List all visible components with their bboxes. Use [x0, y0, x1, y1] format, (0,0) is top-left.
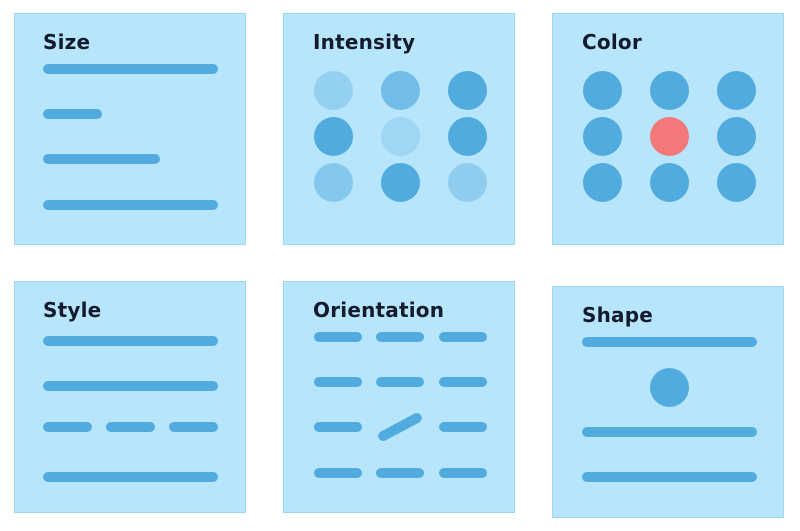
- orientation-dash: [439, 377, 487, 387]
- style-line-solid: [43, 336, 218, 346]
- intensity-dot: [381, 117, 420, 156]
- shape-line: [582, 427, 757, 437]
- intensity-dot: [381, 71, 420, 110]
- orientation-dash: [314, 468, 362, 478]
- orientation-panel: Orientation: [283, 281, 515, 513]
- color-dot: [717, 117, 756, 156]
- orientation-dash: [376, 468, 424, 478]
- shape-line: [582, 472, 757, 482]
- orientation-dash: [314, 422, 362, 432]
- style-panel: Style: [14, 281, 246, 513]
- intensity-dot: [314, 163, 353, 202]
- style-line-solid: [43, 472, 218, 482]
- orientation-dash: [314, 332, 362, 342]
- orientation-dash: [314, 377, 362, 387]
- shape-panel: Shape: [552, 286, 784, 518]
- orientation-dash-rotated: [376, 411, 424, 443]
- style-title: Style: [43, 298, 102, 322]
- orientation-title: Orientation: [313, 298, 445, 322]
- style-line-dashed-segment: [43, 422, 92, 432]
- color-dot: [717, 71, 756, 110]
- intensity-dot: [314, 71, 353, 110]
- color-dot: [583, 163, 622, 202]
- shape-title: Shape: [582, 303, 654, 327]
- orientation-dash: [376, 377, 424, 387]
- size-line-long: [43, 200, 218, 210]
- intensity-dot: [381, 163, 420, 202]
- size-line-medium: [43, 154, 160, 164]
- orientation-dash: [439, 468, 487, 478]
- intensity-title: Intensity: [313, 30, 416, 54]
- size-title: Size: [43, 30, 91, 54]
- intensity-dot: [314, 117, 353, 156]
- size-line-long: [43, 64, 218, 74]
- color-dot: [583, 71, 622, 110]
- color-dot: [650, 163, 689, 202]
- intensity-dot: [448, 71, 487, 110]
- size-panel: Size: [14, 13, 246, 245]
- intensity-dot: [448, 163, 487, 202]
- color-title: Color: [582, 30, 642, 54]
- shape-circle: [650, 368, 689, 407]
- color-dot-highlight: [650, 117, 689, 156]
- orientation-dash: [376, 332, 424, 342]
- intensity-dot: [448, 117, 487, 156]
- shape-line: [582, 337, 757, 347]
- style-line-dashed-segment: [169, 422, 218, 432]
- color-dot: [583, 117, 622, 156]
- style-line-dashed-segment: [106, 422, 155, 432]
- size-line-short: [43, 109, 102, 119]
- intensity-panel: Intensity: [283, 13, 515, 245]
- orientation-dash: [439, 422, 487, 432]
- color-dot: [650, 71, 689, 110]
- orientation-dash: [439, 332, 487, 342]
- color-dot: [717, 163, 756, 202]
- style-line-solid: [43, 381, 218, 391]
- color-panel: Color: [552, 13, 784, 245]
